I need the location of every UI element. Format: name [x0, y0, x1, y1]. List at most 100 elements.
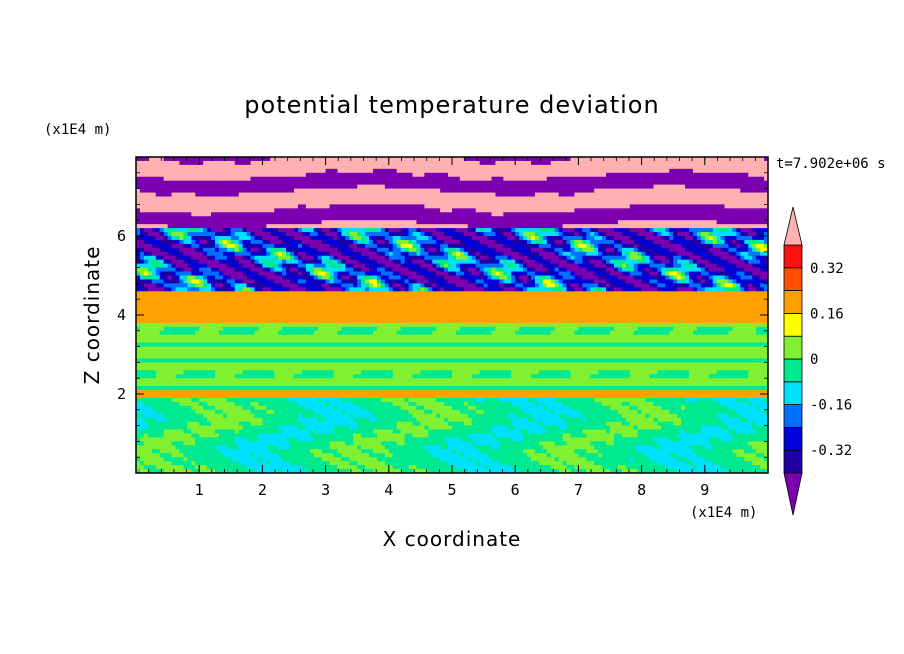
field-cell: [250, 263, 255, 268]
field-cell: [637, 188, 642, 193]
field-cell: [606, 204, 611, 209]
field-cell: [436, 239, 441, 245]
field-cell: [689, 192, 694, 197]
field-cell: [250, 255, 255, 261]
field-cell: [278, 224, 283, 229]
field-cell: [266, 188, 271, 193]
field-cell: [294, 172, 299, 178]
field-cell: [179, 200, 184, 205]
field-cell: [633, 180, 639, 186]
field-cell: [700, 224, 706, 229]
field-cell: [696, 184, 702, 189]
field-cell: [677, 196, 682, 201]
field-cell: [139, 188, 145, 193]
field-cell: [523, 275, 528, 280]
field-cell: [203, 184, 208, 189]
field-cell: [408, 157, 413, 162]
field-cell: [341, 188, 346, 193]
field-cell: [163, 259, 168, 265]
field-cell: [531, 160, 536, 166]
field-cell: [444, 271, 449, 276]
field-cell: [696, 220, 702, 225]
field-cell: [752, 243, 757, 249]
field-cell: [716, 176, 721, 182]
field-cell: [523, 184, 528, 189]
field-cell: [495, 176, 500, 182]
field-cell: [728, 157, 733, 162]
field-cell: [183, 279, 188, 284]
field-cell: [199, 200, 204, 205]
field-cell: [507, 180, 512, 186]
field-cell: [404, 208, 409, 213]
field-cell: [633, 184, 639, 189]
field-cell: [333, 188, 338, 193]
field-cell: [475, 216, 481, 221]
field-cell: [463, 267, 469, 272]
field-cell: [641, 184, 646, 189]
field-cell: [353, 172, 358, 178]
field-cell: [432, 259, 437, 265]
field-cell: [704, 172, 710, 178]
field-cell: [677, 228, 682, 233]
field-cell: [578, 172, 583, 178]
field-cell: [175, 259, 180, 265]
field-cell: [629, 184, 635, 189]
field-cell: [740, 247, 745, 253]
field-cell: [586, 224, 591, 229]
field-cell: [361, 259, 366, 265]
field-cell: [349, 259, 354, 265]
field-cell: [274, 275, 279, 280]
field-cell: [163, 279, 168, 284]
field-cell: [159, 164, 165, 170]
field-cell: [136, 239, 141, 245]
field-cell: [215, 176, 220, 182]
field-cell: [483, 275, 488, 280]
field-cell: [602, 232, 607, 237]
field-cell: [211, 188, 216, 193]
field-cell: [278, 204, 283, 209]
field-cell: [179, 157, 184, 162]
field-cell: [752, 228, 757, 233]
field-cell: [325, 216, 330, 221]
field-cell: [384, 192, 390, 197]
field-cell: [712, 263, 718, 268]
field-cell: [278, 236, 283, 241]
field-cell: [677, 232, 682, 237]
field-cell: [254, 251, 259, 257]
field-cell: [483, 255, 488, 261]
field-cell: [523, 212, 528, 217]
field-cell: [724, 168, 729, 174]
field-cell: [448, 263, 453, 268]
field-cell: [748, 236, 753, 241]
field-cell: [685, 184, 690, 189]
field-cell: [250, 188, 255, 193]
field-cell: [365, 251, 370, 257]
field-cell: [649, 168, 654, 174]
field-cell: [610, 259, 615, 265]
field-cell: [317, 172, 323, 178]
field-cell: [139, 271, 145, 276]
field-cell: [246, 259, 251, 265]
field-cell: [602, 275, 607, 280]
field-cell: [716, 275, 721, 280]
field-cell: [329, 204, 334, 209]
field-cell: [218, 160, 224, 166]
field-cell: [242, 236, 247, 241]
field-cell: [649, 263, 654, 268]
field-cell: [641, 251, 646, 257]
field-cell: [215, 224, 220, 229]
field-cell: [621, 259, 627, 265]
field-cell: [361, 168, 366, 174]
field-cell: [207, 259, 212, 265]
field-cell: [503, 275, 508, 280]
field-cell: [266, 160, 271, 166]
field-cell: [305, 216, 311, 221]
field-cell: [459, 228, 465, 233]
field-cell: [143, 279, 149, 284]
field-cell: [139, 232, 145, 237]
field-cell: [736, 263, 741, 268]
field-cell: [211, 263, 216, 268]
field-cell: [222, 267, 228, 272]
field-cell: [147, 236, 153, 241]
field-cell: [278, 239, 283, 245]
